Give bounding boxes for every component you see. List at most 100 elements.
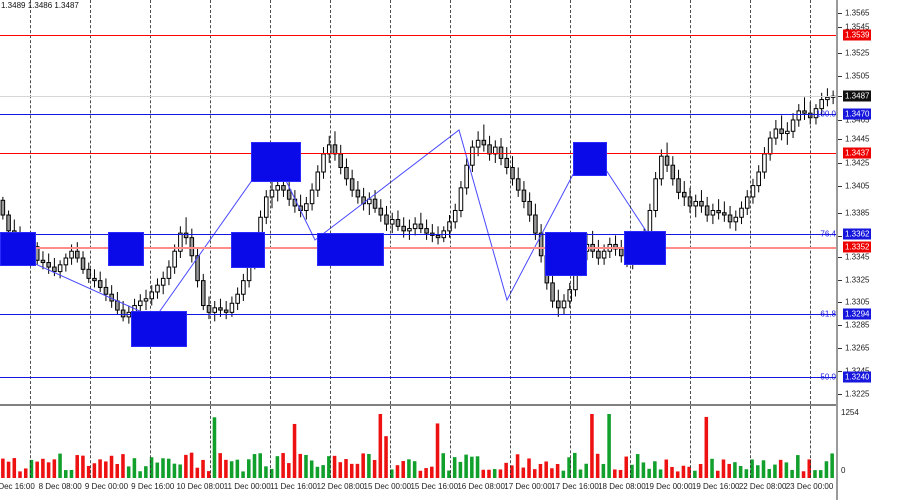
price-tag-1.3240[interactable]: 1.3240 xyxy=(843,371,872,383)
time-axis-label: 12 Dec 08:00 xyxy=(316,482,365,491)
fib-level-label-50.0: 50.0 xyxy=(820,372,836,382)
gridline-vertical xyxy=(570,0,571,404)
level-line-1.3362[interactable] xyxy=(0,234,836,235)
price-pane[interactable] xyxy=(0,0,836,404)
time-axis-label: 19 Dec 16:00 xyxy=(691,482,740,491)
price-tag-1.3437[interactable]: 1.3437 xyxy=(843,147,872,159)
ohlc-readout: 1.3489 1.3486 1.3487 xyxy=(1,1,79,10)
price-tag-1.3470[interactable]: 1.3470 xyxy=(843,108,872,120)
time-axis-label: 9 Dec 00:00 xyxy=(84,482,129,491)
price-tick xyxy=(838,236,842,237)
price-tick xyxy=(838,139,842,140)
price-tick xyxy=(838,120,842,121)
price-tick xyxy=(838,280,842,281)
price-tick xyxy=(838,394,842,395)
price-tick xyxy=(838,53,842,54)
price-tick-label: 1.3465 xyxy=(845,115,870,125)
price-tick xyxy=(838,257,842,258)
gridline-vertical xyxy=(810,0,811,404)
volume-pane[interactable] xyxy=(0,404,837,481)
level-line-1.3352[interactable] xyxy=(0,247,836,249)
price-tick xyxy=(838,76,842,77)
time-axis-label: 11 Dec 16:00 xyxy=(270,482,317,491)
price-tick-label: 1.3385 xyxy=(845,208,870,218)
price-tick xyxy=(838,371,842,372)
time-axis-label: 22 Dec 08:00 xyxy=(738,482,787,491)
price-tick-label: 1.3545 xyxy=(845,22,870,32)
price-tag-1.3362[interactable]: 1.3362 xyxy=(843,228,872,240)
price-tick xyxy=(838,163,842,164)
gridline-vertical xyxy=(390,0,391,404)
price-tick xyxy=(838,27,842,28)
price-tag-1.3487[interactable]: 1.3487 xyxy=(843,90,872,102)
volume-min-label: 0 xyxy=(841,466,846,475)
zone-rectangle[interactable] xyxy=(131,311,187,347)
gridline-vertical xyxy=(30,0,31,404)
price-tick-label: 1.3505 xyxy=(845,71,870,81)
price-tick-label: 1.3445 xyxy=(845,134,870,144)
price-tick xyxy=(838,213,842,214)
price-tag-1.3294[interactable]: 1.3294 xyxy=(843,308,872,320)
zone-rectangle[interactable] xyxy=(317,233,384,266)
gridline-vertical xyxy=(270,0,271,404)
time-axis-label: 8 Dec 08:00 xyxy=(38,482,82,491)
price-tick-label: 1.3305 xyxy=(845,297,870,307)
fib-level-label-76.4: 76.4 xyxy=(820,229,836,239)
price-tick-label: 1.3345 xyxy=(845,252,870,262)
gridline-vertical xyxy=(510,0,511,404)
time-axis-label: 9 Dec 16:00 xyxy=(131,482,175,491)
price-tag-1.3539[interactable]: 1.3539 xyxy=(843,29,872,41)
price-tick xyxy=(838,302,842,303)
time-axis-label: 18 Dec 08:00 xyxy=(598,482,646,491)
time-axis-label: 11 Dec 00:00 xyxy=(223,482,271,491)
fib-level-label-100.0: 100.0 xyxy=(815,109,836,119)
time-axis[interactable]: 5 Dec 16:008 Dec 08:009 Dec 00:009 Dec 1… xyxy=(0,478,836,500)
gridline-vertical xyxy=(210,0,211,404)
price-tag-1.3352[interactable]: 1.3352 xyxy=(843,241,872,253)
level-line-1.3437[interactable] xyxy=(0,153,836,154)
price-tick xyxy=(838,348,842,349)
price-candles-svg xyxy=(0,88,836,324)
gridline-vertical xyxy=(90,0,91,404)
time-axis-label: 16 Dec 08:00 xyxy=(457,482,505,491)
price-tick-label: 1.3225 xyxy=(845,389,870,399)
zone-rectangle[interactable] xyxy=(545,232,587,276)
gridline-vertical xyxy=(630,0,631,404)
level-line-1.3294[interactable] xyxy=(0,314,836,315)
time-axis-label: 15 Dec 16:00 xyxy=(410,482,459,491)
volume-max-label: 1254 xyxy=(841,408,859,417)
zone-rectangle[interactable] xyxy=(251,142,301,182)
gridline-vertical xyxy=(690,0,691,404)
fib-level-label-61.8: 61.8 xyxy=(820,309,836,319)
level-line-1.3470[interactable] xyxy=(0,114,836,115)
price-tick-label: 1.3425 xyxy=(845,158,870,168)
price-tick-label: 1.3405 xyxy=(845,181,870,191)
time-axis-label: 23 Dec 00:00 xyxy=(785,482,834,491)
time-axis-label: 10 Dec 08:00 xyxy=(176,482,225,491)
gridline-vertical xyxy=(450,0,451,404)
time-axis-label: 17 Dec 00:00 xyxy=(504,482,552,491)
price-tick-label: 1.3285 xyxy=(845,320,870,330)
gridline-vertical xyxy=(750,0,751,404)
level-line-1.3240[interactable] xyxy=(0,377,836,378)
price-tick xyxy=(838,325,842,326)
price-tick-label: 1.3325 xyxy=(845,275,870,285)
price-tick-label: 1.3265 xyxy=(845,343,870,353)
level-line-1.3539[interactable] xyxy=(0,35,836,36)
zone-rectangle[interactable] xyxy=(108,232,144,266)
gridline-vertical xyxy=(150,0,151,404)
price-tick xyxy=(838,186,842,187)
time-axis-label: 19 Dec 00:00 xyxy=(645,482,693,491)
time-axis-label: 17 Dec 16:00 xyxy=(551,482,599,491)
zone-rectangle[interactable] xyxy=(573,142,607,176)
time-axis-label: 15 Dec 00:00 xyxy=(363,482,412,491)
zone-rectangle[interactable] xyxy=(231,232,265,268)
time-axis-label: 5 Dec 16:00 xyxy=(0,482,35,491)
level-line-1.3487[interactable] xyxy=(0,96,836,97)
price-axis[interactable]: 1254 0 1.35651.35451.35251.35051.34851.3… xyxy=(816,0,900,500)
price-tick xyxy=(838,13,842,14)
zone-rectangle[interactable] xyxy=(0,232,36,266)
zone-rectangle[interactable] xyxy=(624,231,666,265)
price-tick-label: 1.3245 xyxy=(845,367,869,376)
volume-bars-svg xyxy=(1,414,834,478)
